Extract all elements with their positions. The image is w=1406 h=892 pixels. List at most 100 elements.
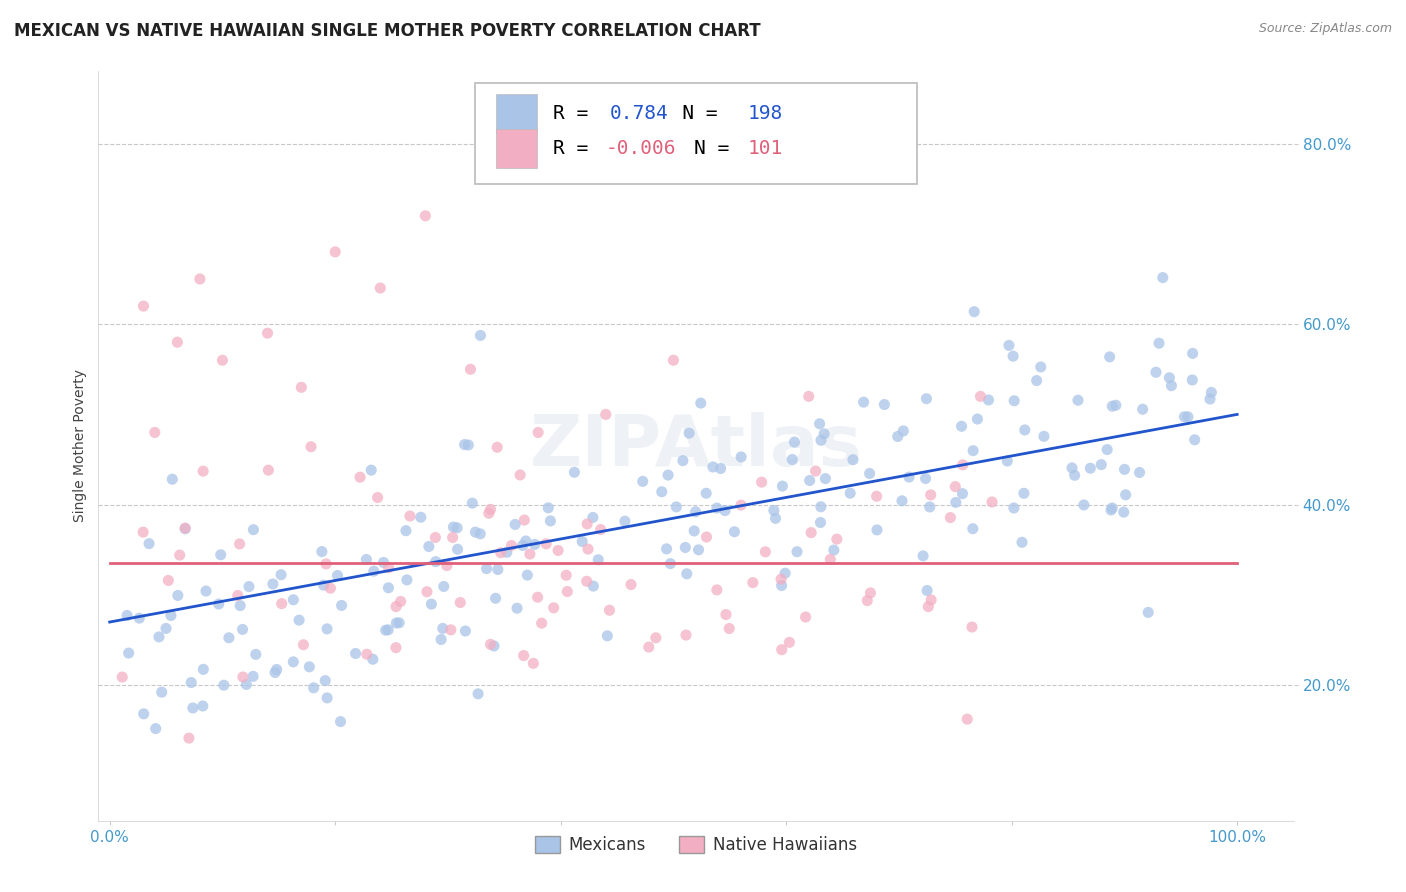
Point: [418, 540, 440, 554]
Point: [188, 272, 211, 286]
Point: [981, 495, 1004, 509]
Point: [714, 503, 737, 517]
Point: [513, 513, 536, 527]
Point: [195, 584, 218, 599]
Point: [181, 701, 204, 715]
Point: [453, 437, 475, 451]
Point: [475, 561, 498, 575]
Point: [723, 524, 745, 539]
Point: [1014, 423, 1036, 437]
Point: [464, 525, 486, 540]
Point: [960, 620, 983, 634]
Point: [385, 599, 408, 614]
Point: [180, 675, 202, 690]
Point: [770, 578, 793, 592]
Point: [486, 440, 509, 454]
Point: [515, 534, 537, 549]
Point: [678, 426, 700, 441]
Point: [657, 468, 679, 483]
Point: [842, 452, 865, 467]
Point: [586, 553, 609, 567]
Point: [157, 574, 180, 588]
Point: [315, 557, 337, 571]
Point: [543, 600, 565, 615]
Point: [887, 429, 910, 443]
FancyBboxPatch shape: [496, 94, 537, 133]
Point: [575, 574, 598, 589]
Text: Source: ZipAtlas.com: Source: ZipAtlas.com: [1258, 22, 1392, 36]
Point: [226, 589, 249, 603]
Point: [1112, 505, 1135, 519]
Point: [512, 648, 534, 663]
Point: [166, 335, 188, 350]
Point: [730, 450, 752, 464]
Point: [810, 516, 832, 530]
Point: [706, 501, 728, 516]
Point: [330, 599, 353, 613]
Point: [470, 527, 492, 541]
Point: [1105, 398, 1128, 412]
Point: [891, 493, 914, 508]
Point: [538, 514, 561, 528]
Point: [1032, 429, 1054, 443]
Text: 0.784: 0.784: [610, 103, 669, 123]
Point: [436, 558, 458, 573]
Point: [675, 566, 697, 581]
Point: [160, 608, 183, 623]
Point: [820, 552, 842, 566]
Point: [257, 463, 280, 477]
Point: [969, 389, 991, 403]
Point: [232, 670, 254, 684]
Point: [314, 673, 336, 688]
Point: [311, 544, 333, 558]
Point: [416, 584, 439, 599]
Point: [675, 628, 697, 642]
Point: [484, 591, 506, 606]
Point: [1029, 359, 1052, 374]
Point: [145, 722, 167, 736]
Point: [208, 597, 231, 611]
Point: [349, 470, 371, 484]
Point: [420, 597, 443, 611]
Point: [695, 486, 717, 500]
Point: [522, 657, 544, 671]
Point: [1199, 392, 1222, 406]
Point: [441, 520, 464, 534]
Point: [963, 304, 986, 318]
Point: [952, 458, 974, 472]
Point: [1002, 393, 1025, 408]
Point: [1132, 402, 1154, 417]
Point: [467, 687, 489, 701]
Point: [433, 579, 456, 593]
Point: [613, 514, 636, 528]
Point: [292, 638, 315, 652]
Point: [1159, 370, 1181, 384]
Point: [856, 593, 879, 607]
Point: [162, 472, 184, 486]
Point: [1002, 500, 1025, 515]
Point: [689, 396, 711, 410]
Point: [479, 502, 502, 516]
Point: [432, 622, 454, 636]
Point: [361, 652, 384, 666]
Point: [367, 491, 389, 505]
Point: [741, 575, 763, 590]
Point: [943, 480, 966, 494]
Point: [211, 353, 233, 368]
Y-axis label: Single Mother Poverty: Single Mother Poverty: [73, 369, 87, 523]
Point: [950, 419, 973, 434]
Point: [1025, 374, 1047, 388]
Point: [962, 522, 984, 536]
Point: [596, 629, 619, 643]
Point: [132, 706, 155, 721]
Point: [762, 503, 785, 517]
Point: [808, 417, 831, 431]
Point: [111, 670, 134, 684]
Point: [132, 299, 155, 313]
Point: [770, 479, 793, 493]
Point: [377, 623, 399, 637]
Point: [501, 539, 523, 553]
Point: [302, 681, 325, 695]
Point: [797, 389, 820, 403]
Point: [783, 435, 806, 450]
